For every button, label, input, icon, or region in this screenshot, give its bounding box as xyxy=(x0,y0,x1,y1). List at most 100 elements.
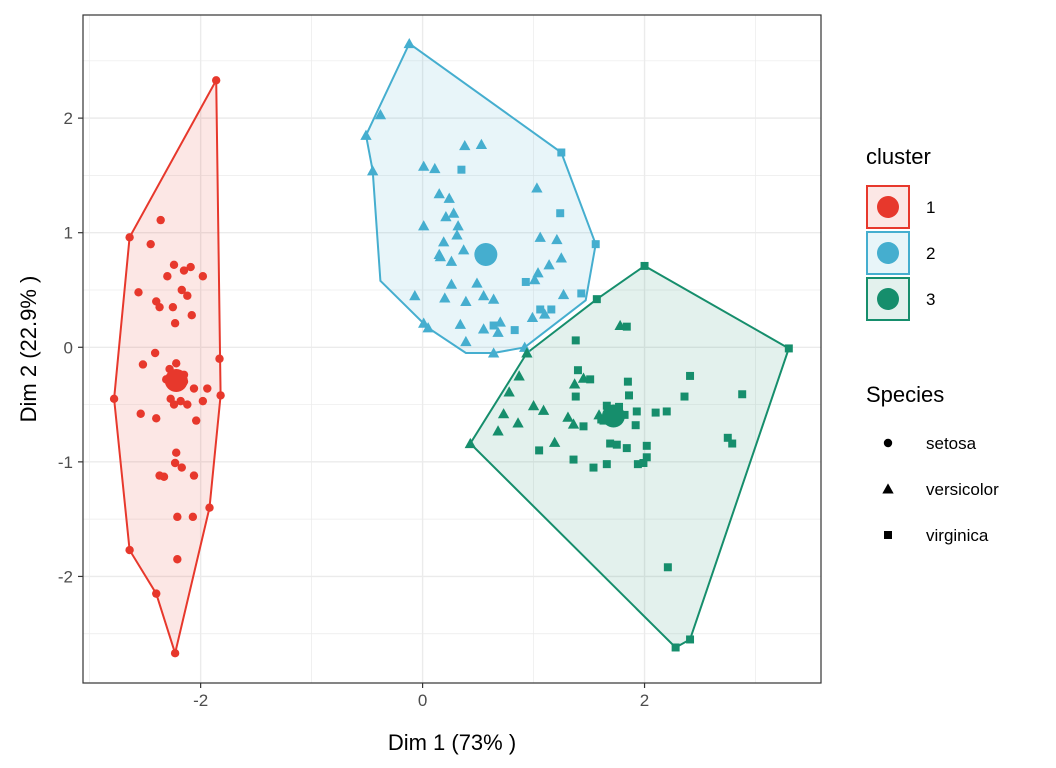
data-point-cluster-3-virginica xyxy=(623,377,632,386)
data-point-cluster-2-versicolor xyxy=(555,252,567,263)
data-point-cluster-3-versicolor xyxy=(521,347,533,358)
data-point-cluster-1-setosa xyxy=(156,215,165,225)
data-point-cluster-2-versicolor xyxy=(487,293,500,304)
data-point-cluster-1-setosa xyxy=(170,649,180,658)
data-point-cluster-3-virginica xyxy=(784,344,793,353)
x-tick-label: 0 xyxy=(418,691,427,710)
data-point-cluster-1-setosa xyxy=(109,394,119,404)
data-point-cluster-1-setosa xyxy=(183,291,192,300)
data-point-cluster-1-setosa xyxy=(136,409,145,418)
y-tick-label: -2 xyxy=(58,567,73,586)
cluster-3-centroid xyxy=(601,404,625,428)
data-point-cluster-3-versicolor xyxy=(568,378,581,389)
data-point-cluster-1-setosa xyxy=(146,239,155,249)
data-point-cluster-2-virginica xyxy=(521,277,530,286)
data-point-cluster-1-setosa xyxy=(152,414,161,423)
y-tick-label: 1 xyxy=(64,224,73,243)
data-point-cluster-1-setosa xyxy=(170,319,180,328)
data-point-cluster-2-versicolor xyxy=(471,277,483,288)
x-tick-label: 2 xyxy=(640,691,649,710)
data-point-cluster-2-versicolor xyxy=(452,220,464,231)
data-point-cluster-3-virginica xyxy=(640,261,649,270)
legend: cluster 1 2 3 Species setosa versicolor virgini… xyxy=(866,144,999,545)
data-point-cluster-1-setosa xyxy=(125,545,134,555)
data-point-cluster-3-virginica xyxy=(586,375,595,384)
data-point-cluster-2-versicolor xyxy=(531,182,543,193)
data-point-cluster-2-versicolor xyxy=(532,267,544,278)
legend-marker-cluster-3 xyxy=(877,288,899,310)
legend-label-cluster-3: 3 xyxy=(926,290,935,309)
data-point-cluster-1-setosa xyxy=(172,359,181,368)
data-point-cluster-2-versicolor xyxy=(447,207,460,218)
data-point-cluster-3-versicolor xyxy=(527,400,540,411)
data-point-cluster-1-setosa xyxy=(198,396,208,406)
data-point-cluster-3-virginica xyxy=(631,421,640,430)
y-axis-title: Dim 2 (22.9% ) xyxy=(16,276,41,423)
data-point-cluster-2-versicolor xyxy=(439,292,451,303)
data-point-cluster-3-versicolor xyxy=(497,408,510,419)
data-point-cluster-2-versicolor xyxy=(492,326,504,337)
data-point-cluster-2-versicolor xyxy=(433,188,445,199)
data-point-cluster-3-virginica xyxy=(651,408,660,417)
data-point-cluster-1-setosa xyxy=(176,396,185,406)
data-point-cluster-3-virginica xyxy=(535,446,544,455)
cluster-1-centroid xyxy=(164,369,188,393)
data-point-cluster-2-virginica xyxy=(577,289,586,298)
data-point-cluster-2-versicolor xyxy=(454,318,466,329)
data-point-cluster-2-versicolor xyxy=(460,295,472,306)
data-point-cluster-3-versicolor xyxy=(562,411,574,422)
data-point-cluster-2-virginica xyxy=(536,305,545,314)
legend-marker-cluster-1 xyxy=(877,196,899,218)
data-point-cluster-2-versicolor xyxy=(487,347,500,358)
data-point-cluster-1-setosa xyxy=(189,471,199,480)
data-point-cluster-3-versicolor xyxy=(513,370,525,381)
data-point-cluster-2-versicolor xyxy=(360,129,372,140)
data-point-cluster-2-versicolor xyxy=(409,290,421,301)
data-point-cluster-2-virginica xyxy=(510,326,519,335)
data-point-cluster-3-versicolor xyxy=(548,436,561,447)
data-point-cluster-2-virginica xyxy=(547,305,556,314)
data-point-cluster-2-versicolor xyxy=(443,192,455,203)
data-point-cluster-2-virginica xyxy=(489,321,498,330)
data-point-cluster-2-versicolor xyxy=(538,308,551,319)
data-point-cluster-3-virginica xyxy=(612,440,621,449)
data-point-cluster-1-setosa xyxy=(186,262,195,272)
data-point-cluster-2-versicolor xyxy=(460,335,472,347)
data-point-cluster-3-virginica xyxy=(686,371,695,380)
data-point-cluster-2-versicolor xyxy=(557,288,570,300)
data-point-cluster-1-setosa xyxy=(177,285,186,295)
data-point-cluster-1-setosa xyxy=(216,391,225,400)
data-point-cluster-3-versicolor xyxy=(512,417,524,428)
legend-marker-versicolor xyxy=(882,483,894,494)
data-point-cluster-2-virginica xyxy=(591,240,600,249)
legend-label-versicolor: versicolor xyxy=(926,480,999,499)
data-point-cluster-2-virginica xyxy=(457,165,466,174)
x-tick-label: -2 xyxy=(193,691,208,710)
data-point-cluster-2-virginica xyxy=(556,209,565,218)
legend-label-setosa: setosa xyxy=(926,434,977,453)
data-point-cluster-1-setosa xyxy=(134,288,143,297)
data-point-cluster-1-setosa xyxy=(191,416,201,425)
data-point-cluster-3-virginica xyxy=(680,392,689,401)
data-point-cluster-1-setosa xyxy=(188,512,198,522)
legend-label-virginica: virginica xyxy=(926,526,989,545)
data-point-cluster-3-versicolor xyxy=(537,404,550,415)
legend-marker-cluster-2 xyxy=(877,242,899,264)
data-point-cluster-2-versicolor xyxy=(418,160,430,171)
data-point-cluster-2-versicolor xyxy=(418,317,430,328)
data-point-cluster-2-versicolor xyxy=(434,251,447,262)
x-axis-ticks: -2 0 2 xyxy=(193,683,649,710)
data-point-cluster-2-versicolor xyxy=(534,231,546,242)
data-point-cluster-3-virginica xyxy=(633,460,642,469)
data-point-cluster-3-virginica xyxy=(571,392,580,401)
legend-title-cluster: cluster xyxy=(866,144,931,169)
data-point-cluster-1-setosa xyxy=(173,555,182,564)
data-point-cluster-2-virginica xyxy=(557,148,566,157)
data-point-cluster-1-setosa xyxy=(152,589,161,598)
data-point-cluster-3-virginica xyxy=(622,322,631,331)
data-point-cluster-3-virginica xyxy=(632,407,641,416)
y-tick-label: -1 xyxy=(58,453,73,472)
data-point-cluster-1-setosa xyxy=(155,302,164,312)
data-point-cluster-1-setosa xyxy=(173,512,182,522)
